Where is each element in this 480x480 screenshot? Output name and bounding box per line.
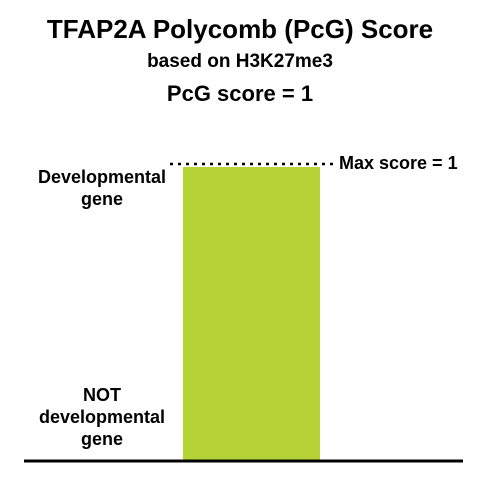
bar-tfap2a [183,167,320,461]
pcg-score-text: PcG score = 1 [166,81,314,106]
chart-subtitle: based on H3K27me3 [147,51,333,72]
y-bottom-label: NOT developmental gene [38,385,166,449]
y-top-label: Developmental gene [37,167,167,209]
bars-group [183,167,320,461]
max-score-label: Max score = 1 [339,153,458,173]
chart-title: TFAP2A Polycomb (PcG) Score [46,14,434,44]
